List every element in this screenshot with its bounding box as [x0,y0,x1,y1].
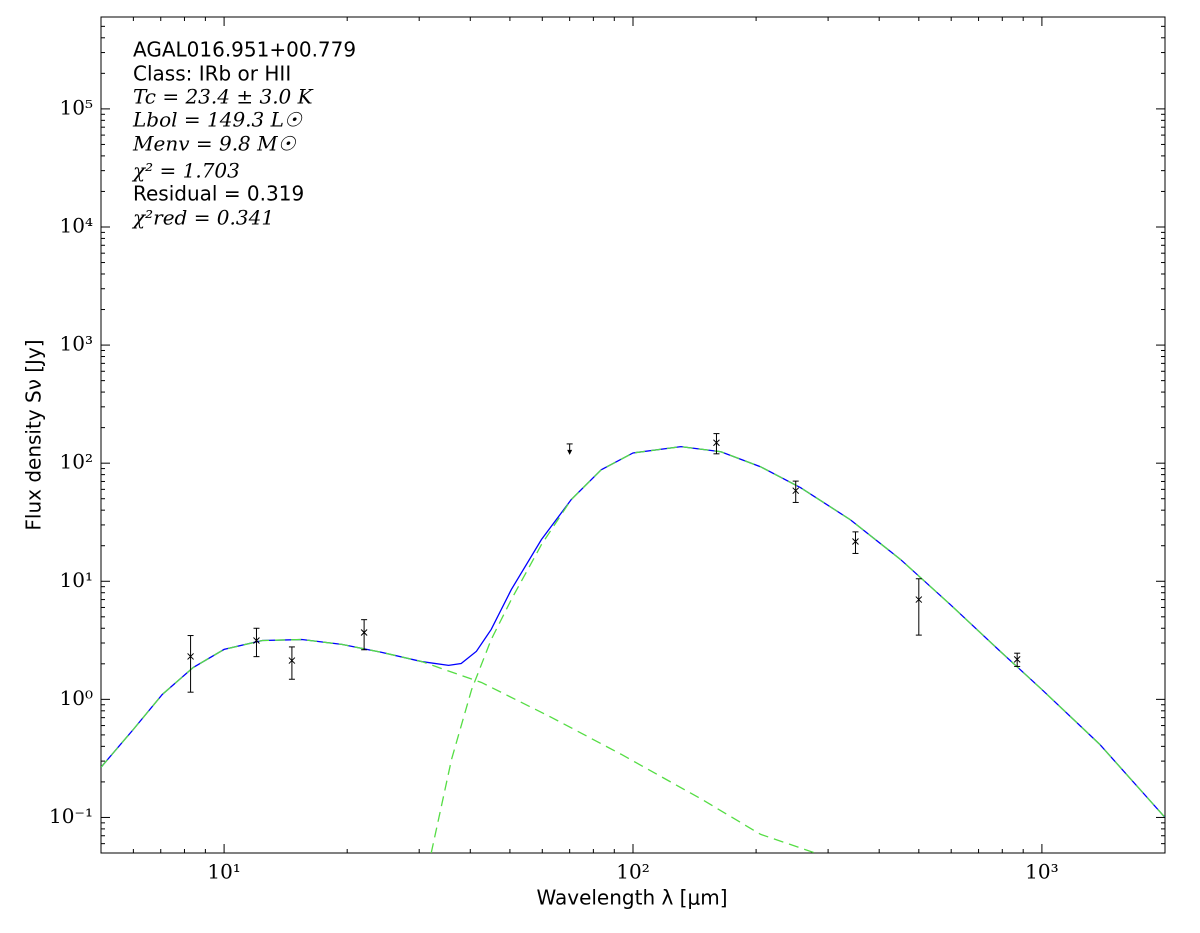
y-axis-label: Flux density Sν [Jy] [22,339,46,530]
annotation: χ² = 1.703 [131,159,240,183]
data-point [187,653,194,660]
annotation: χ²red = 0.341 [131,206,274,230]
marker-stroke [253,637,260,644]
marker-stroke [360,629,368,636]
marker-stroke [187,653,194,660]
data-point [713,439,720,447]
x-tick-label: 10³ [1025,860,1058,884]
plot-area [101,433,1165,853]
data-point [253,637,260,644]
data-point [792,487,800,495]
component-curve [101,638,816,853]
annotation: Tc = 23.4 ± 3.0 K [133,85,314,109]
data-point [1013,656,1021,663]
marker-stroke [852,538,859,545]
x-axis-label: Wavelength λ [μm] [536,886,727,910]
error-bar [253,627,260,658]
x-tick-label: 10² [616,860,649,884]
error-bar [361,619,368,651]
annotation: Residual = 0.319 [133,182,304,206]
error-bar [288,646,295,680]
annotation: Class: IRb or HII [133,62,291,86]
annotation: Menv = 9.8 M☉ [132,132,297,156]
error-bar [187,635,194,693]
y-tick-label: 10³ [60,332,93,356]
limit-arrow [567,449,573,455]
marker-stroke [288,657,296,664]
error-bar [852,531,859,554]
y-tick-label: 10⁵ [60,95,93,119]
y-tick-label: 10⁰ [60,686,93,710]
y-tick-label: 10² [60,450,93,474]
x-tick-label: 10¹ [207,860,240,884]
upper-limit [566,443,573,455]
marker-stroke [792,487,800,495]
plot-frame [100,16,1166,854]
data-point [288,657,296,664]
annotation: AGAL016.951+00.779 [133,38,356,62]
marker-stroke [713,439,720,447]
y-tick-label: 10¹ [60,568,93,592]
error-bar [713,433,720,455]
y-tick-label: 10⁻¹ [49,804,93,828]
marker-stroke [915,596,923,603]
error-bar [915,578,922,636]
data-point [360,629,368,636]
data-point [852,538,859,545]
error-bar [792,480,799,503]
y-tick-label: 10⁴ [60,213,93,237]
marker-stroke [1013,656,1021,663]
data-point [915,596,923,603]
component-curve [430,445,1165,853]
annotation: Lbol = 149.3 L☉ [132,108,303,132]
